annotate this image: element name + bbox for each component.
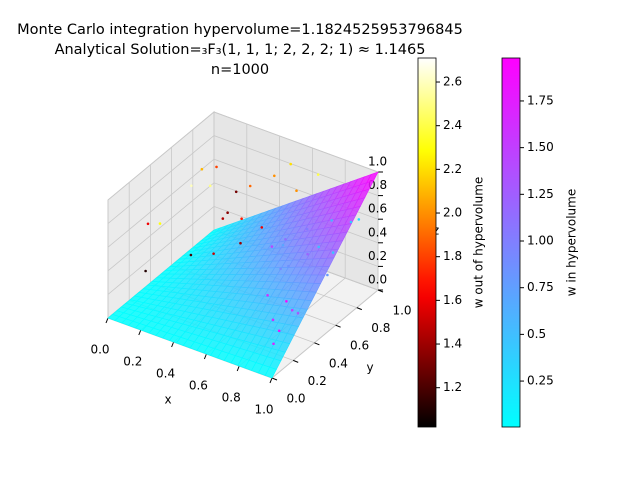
- point: [215, 165, 218, 169]
- x-tick-label: 0.8: [222, 391, 241, 405]
- point: [266, 294, 269, 297]
- y-tick: [335, 324, 341, 328]
- colorbar-label: w out of hypervolume: [472, 177, 486, 309]
- point: [200, 167, 204, 171]
- point: [296, 311, 300, 315]
- y-tick-label: 0.6: [350, 339, 369, 353]
- colorbar-tick-label: 1.8: [443, 249, 462, 263]
- point: [357, 218, 361, 221]
- x-tick-label: 0.0: [90, 343, 109, 357]
- grid-line: [107, 135, 379, 224]
- x-tick-label: 0.4: [156, 367, 175, 381]
- colorbar-tick-label: 0.25: [527, 374, 554, 388]
- point: [226, 211, 229, 214]
- point: [272, 342, 275, 346]
- point: [212, 252, 215, 255]
- y-tick: [314, 342, 320, 346]
- surface-patch: [264, 366, 277, 379]
- colorbar: [501, 57, 521, 428]
- z-tick-label: 0.4: [368, 225, 387, 239]
- point: [326, 273, 329, 277]
- x-tick-label: 1.0: [254, 403, 273, 417]
- point: [349, 220, 353, 224]
- y-axis-label: y: [366, 361, 373, 375]
- point: [316, 173, 320, 176]
- colorbar-tick-label: 0.75: [527, 280, 554, 294]
- x-tick-label: 0.6: [189, 379, 208, 393]
- point: [279, 267, 282, 271]
- colorbar-tick-label: 1.50: [527, 140, 554, 154]
- colorbar-tick-label: 1.4: [443, 337, 462, 351]
- x-tick-label: 0.2: [123, 355, 142, 369]
- z-tick-label: 0.0: [368, 273, 387, 287]
- x-tick: [138, 329, 142, 336]
- point: [221, 217, 225, 220]
- point: [289, 162, 293, 166]
- colorbar-tick-label: 2.4: [443, 118, 462, 132]
- z-tick-label: 1.0: [368, 155, 387, 169]
- point: [281, 243, 285, 247]
- point: [248, 184, 252, 188]
- point: [158, 222, 162, 225]
- y-tick-label: 1.0: [392, 304, 411, 318]
- point: [273, 174, 276, 178]
- colorbar-tick-label: 2.2: [443, 162, 462, 176]
- point: [277, 329, 281, 333]
- colorbar-tick-label: 1.00: [527, 234, 554, 248]
- grid-line: [107, 111, 379, 201]
- point: [239, 241, 242, 245]
- point: [284, 238, 287, 241]
- point: [285, 300, 288, 303]
- point: [260, 226, 264, 229]
- point: [189, 253, 193, 257]
- point: [287, 264, 290, 268]
- z-tick-label: 0.2: [368, 249, 387, 263]
- y-tick-label: 0.2: [308, 374, 327, 388]
- point: [270, 245, 274, 248]
- colorbar-label: w in hypervolume: [565, 189, 579, 296]
- point: [290, 308, 294, 312]
- colorbar-tick-label: 0.5: [527, 327, 546, 341]
- point: [305, 227, 309, 231]
- y-tick-label: 0.8: [371, 321, 390, 335]
- x-tick: [171, 341, 175, 348]
- y-tick-label: 0.4: [329, 356, 348, 370]
- x-tick: [203, 353, 207, 360]
- point: [240, 217, 243, 220]
- colorbar-tick-label: 2.6: [443, 75, 462, 89]
- point: [331, 251, 335, 254]
- point: [317, 245, 321, 249]
- point: [330, 219, 334, 222]
- x-tick: [236, 365, 240, 372]
- colorbar-tick-label: 1.75: [527, 93, 554, 107]
- chart-title: Monte Carlo integration hypervolume=1.18…: [17, 22, 463, 38]
- y-tick-label: 0.0: [286, 392, 305, 406]
- point: [306, 252, 309, 256]
- point: [144, 269, 147, 273]
- y-tick: [356, 307, 362, 311]
- surface: [107, 171, 379, 379]
- x-axis-label: x: [164, 393, 171, 407]
- y-tick: [271, 377, 278, 381]
- x-tick: [269, 377, 273, 384]
- point: [234, 190, 238, 194]
- point: [271, 318, 275, 322]
- point: [146, 222, 150, 226]
- chart-subtitle: Analytical Solution=₃F₃(1, 1, 1; 2, 2, 2…: [55, 42, 426, 58]
- z-tick-label: 0.6: [368, 202, 387, 216]
- x-tick: [105, 317, 109, 324]
- point: [208, 184, 212, 188]
- colorbar-tick-label: 1.6: [443, 293, 462, 307]
- point: [190, 184, 193, 187]
- colorbar: [417, 57, 437, 428]
- chart-subtitle: n=1000: [211, 62, 269, 78]
- y-tick: [293, 359, 299, 363]
- point: [295, 189, 298, 192]
- colorbar-tick-label: 1.2: [443, 380, 462, 394]
- colorbar-tick-label: 1.25: [527, 187, 554, 201]
- colorbar-tick-label: 2.0: [443, 206, 462, 220]
